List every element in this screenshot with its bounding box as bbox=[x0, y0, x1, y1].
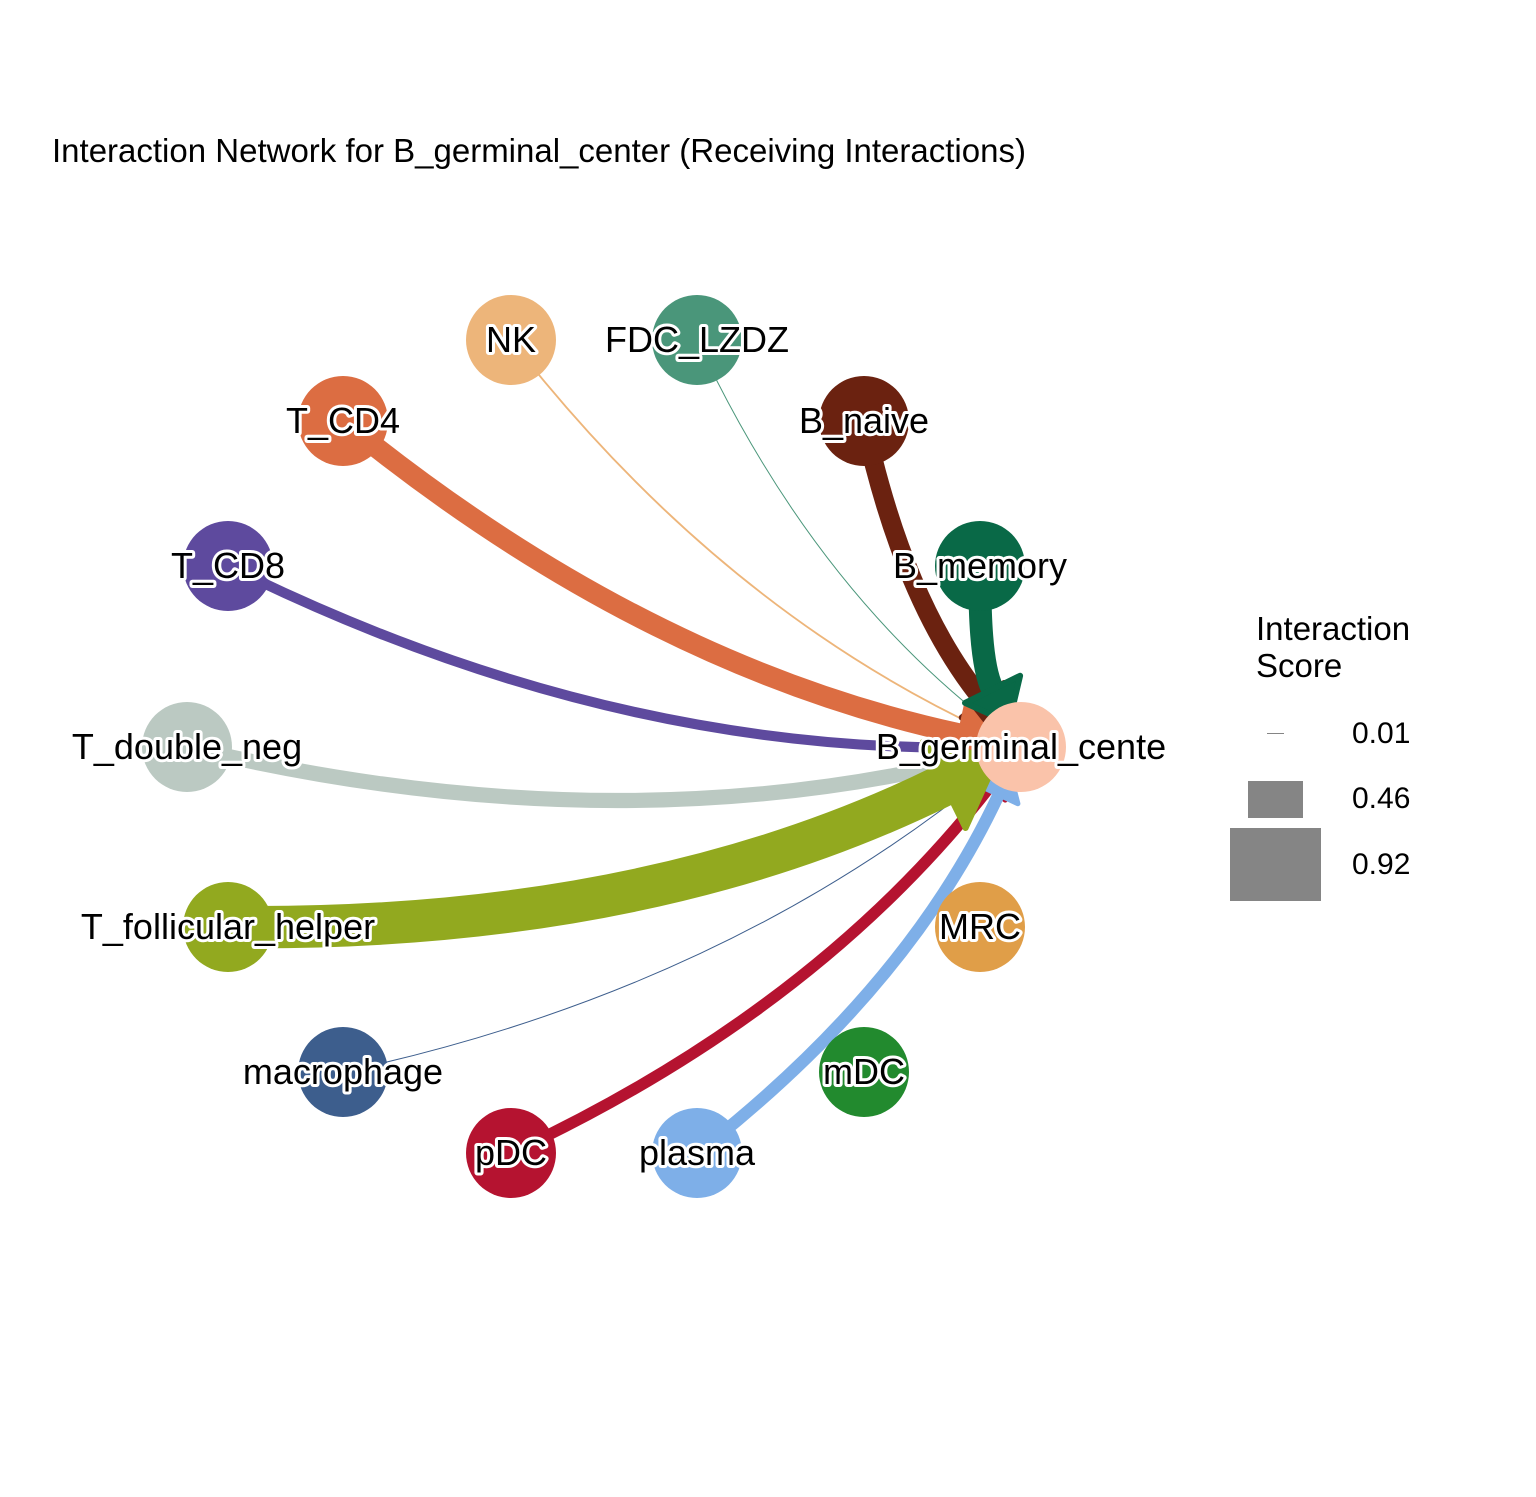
node-label: T_CD4 bbox=[286, 400, 400, 441]
node-label: T_CD8 bbox=[171, 545, 285, 586]
legend-title: Interaction Score bbox=[1256, 610, 1410, 684]
edge-line bbox=[222, 560, 976, 753]
plot-title: Interaction Network for B_germinal_cente… bbox=[52, 132, 1026, 169]
edge-line bbox=[342, 772, 990, 1073]
node-T_CD4[interactable] bbox=[298, 376, 388, 466]
node-B_memory[interactable] bbox=[935, 521, 1025, 611]
legend-title-line2: Score bbox=[1256, 647, 1343, 684]
edge-T_CD4 bbox=[332, 410, 998, 765]
legend-label-medium: 0.46 bbox=[1352, 782, 1411, 815]
edge-line bbox=[854, 411, 993, 710]
legend-key-large bbox=[1230, 828, 1321, 901]
node-macrophage[interactable] bbox=[298, 1027, 388, 1117]
node-B_germinal_cente[interactable] bbox=[976, 702, 1066, 792]
node-label: MRC bbox=[939, 906, 1021, 947]
node-pDC[interactable] bbox=[466, 1108, 556, 1198]
node-B_naive[interactable] bbox=[819, 376, 909, 466]
node-NK[interactable] bbox=[466, 295, 556, 385]
node-label: FDC_LZDZ bbox=[605, 319, 789, 360]
edge-line bbox=[696, 339, 990, 723]
node-T_CD8[interactable] bbox=[183, 521, 273, 611]
edge-line bbox=[332, 410, 971, 745]
node-label: T_follicular_helper bbox=[81, 906, 375, 947]
legend-key-medium bbox=[1248, 781, 1303, 818]
node-label: B_germinal_cente bbox=[876, 726, 1166, 767]
legend-label-large: 0.92 bbox=[1352, 848, 1411, 881]
legend-key-small bbox=[1267, 733, 1284, 734]
node-T_follicular_helper[interactable] bbox=[183, 882, 273, 972]
node-label: T_double_neg bbox=[72, 726, 302, 767]
node-FDC_LZDZ[interactable] bbox=[652, 295, 742, 385]
node-mDC[interactable] bbox=[819, 1027, 909, 1117]
edge-line bbox=[690, 788, 1005, 1160]
legend-title-line1: Interaction bbox=[1256, 610, 1411, 647]
node-label: B_memory bbox=[893, 545, 1067, 586]
edge-line bbox=[179, 739, 975, 809]
node-label: pDC bbox=[475, 1132, 547, 1173]
legend-label-small: 0.01 bbox=[1352, 717, 1411, 750]
edges-layer bbox=[179, 339, 1024, 1160]
edge-T_follicular_helper bbox=[206, 738, 1000, 949]
edge-line bbox=[510, 339, 985, 731]
nodes-layer bbox=[142, 295, 1066, 1198]
node-label: mDC bbox=[823, 1051, 905, 1092]
node-T_double_neg[interactable] bbox=[142, 702, 232, 792]
node-label: B_naive bbox=[799, 400, 929, 441]
node-plasma[interactable] bbox=[652, 1108, 742, 1198]
edge-arrowhead bbox=[919, 738, 1000, 832]
edge-line bbox=[505, 781, 995, 1159]
edge-line bbox=[206, 763, 966, 949]
node-label: NK bbox=[486, 319, 536, 360]
node-label: macrophage bbox=[243, 1051, 443, 1092]
node-MRC[interactable] bbox=[935, 882, 1025, 972]
node-label: plasma bbox=[639, 1132, 756, 1173]
